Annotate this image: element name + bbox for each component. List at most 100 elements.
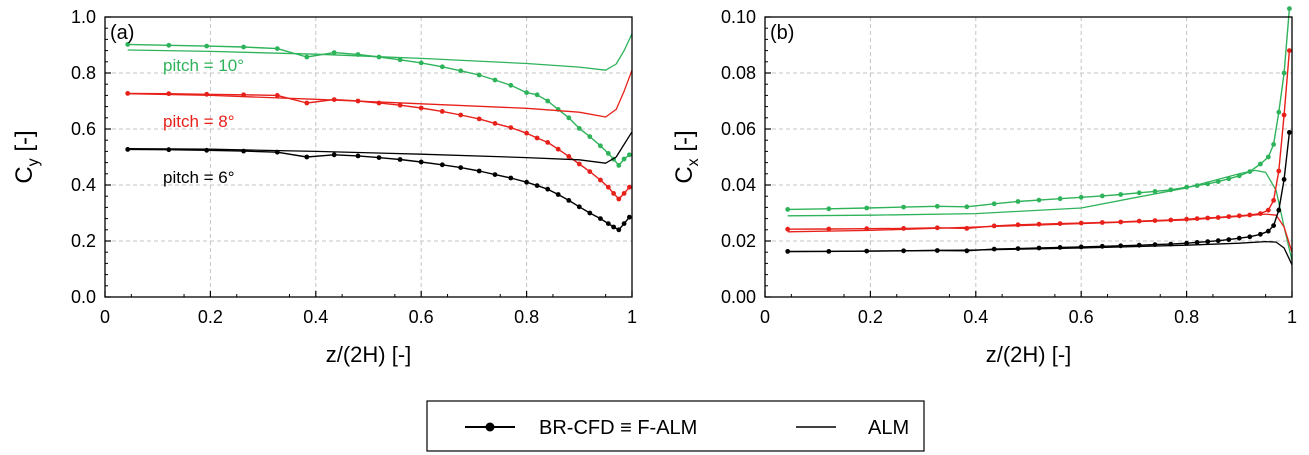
y-tick-label: 0.02 [721, 231, 756, 251]
cfd-data-point [627, 184, 632, 190]
cfd-data-point [304, 54, 310, 60]
cfd-data-point [458, 165, 464, 171]
cfd-data-point [376, 155, 382, 161]
cfd-data-point [1265, 228, 1271, 234]
alm-series-line-pitch-8 [127, 69, 633, 118]
panel-a: 0 0.2 0.4 0.6 0.8 1 0.0 0.2 0.4 0.6 0.8 1.0 z/(2H) [… [11, 7, 637, 367]
panel-b: 0 0.2 0.4 0.6 0.8 1 0.00 0.02 0.04 0.06 0.08 0.10 z/… [671, 6, 1297, 367]
cfd-data-point [901, 226, 906, 231]
cfd-data-point [476, 116, 482, 122]
cfd-data-point [587, 169, 593, 175]
cfd-data-point [508, 125, 514, 130]
panel-label: (a) [110, 22, 134, 44]
y-tick-label: 0.6 [71, 119, 96, 139]
x-axis-label: z/(2H) [-] [986, 342, 1072, 367]
cfd-data-point [439, 109, 445, 114]
y-axis-label: Cy [-] [11, 130, 42, 183]
cfd-data-point [1036, 221, 1042, 227]
cfd-data-point [331, 152, 337, 158]
cfd-data-point [1036, 245, 1042, 251]
plot-frame [764, 16, 1293, 298]
cfd-data-point [991, 201, 997, 207]
cfd-data-point [566, 154, 572, 159]
cfd-data-point [304, 100, 310, 106]
cfd-data-point [524, 179, 529, 185]
cfd-data-point [204, 43, 210, 49]
cfd-data-point [1287, 130, 1292, 135]
plot-frame [104, 16, 633, 298]
cfd-data-point [1215, 238, 1221, 244]
legend-fcfd-label: BR-CFD ≡ F-ALM [539, 417, 697, 439]
cfd-data-point [616, 227, 622, 233]
cfd-data-point [125, 147, 131, 152]
y-axis-label-symbol: C [671, 166, 698, 183]
cfd-data-point [274, 93, 280, 98]
cfd-data-point [1276, 109, 1282, 115]
cfd-data-point [1184, 216, 1189, 222]
legend-fcfd-marker [485, 422, 495, 432]
cfd-data-point [524, 130, 529, 136]
cfd-data-point [534, 183, 540, 189]
y-tick-label: 0.8 [71, 63, 96, 83]
cfd-data-point [1271, 223, 1276, 229]
cfd-data-point [1118, 192, 1124, 197]
cfd-series-line-pitch-6 [787, 132, 1291, 253]
cfd-data-point [1247, 234, 1253, 240]
y-tick-label: 0.04 [721, 175, 756, 195]
cfd-data-point [125, 42, 131, 47]
y-axis-label-unit: [-] [671, 130, 698, 158]
cfd-data-point [785, 207, 791, 212]
cfd-data-point [598, 177, 603, 183]
cfd-data-point [627, 214, 632, 220]
cfd-data-point [566, 115, 572, 121]
cfd-data-point [508, 82, 514, 88]
cfd-data-point [1226, 237, 1232, 243]
cfd-data-point [566, 198, 572, 203]
cfd-data-point [397, 157, 403, 162]
cfd-data-point [1271, 142, 1276, 147]
cfd-data-point [545, 140, 551, 145]
cfd-data-point [964, 204, 970, 210]
cfd-data-point [534, 135, 540, 141]
cfd-data-point [476, 72, 482, 78]
cfd-data-point [458, 68, 464, 74]
cfd-data-point [439, 64, 445, 70]
cfd-data-point [605, 221, 611, 227]
cfd-data-point [125, 91, 131, 96]
pitch-annotation: pitch = 10° [163, 56, 244, 75]
x-tick-label: 0.2 [858, 307, 883, 327]
cfd-data-point [576, 161, 582, 167]
y-axis-label-symbol: C [11, 166, 38, 183]
cfd-data-point [1152, 189, 1158, 194]
cfd-data-point [964, 248, 970, 254]
cfd-data-point [492, 172, 498, 178]
cfd-data-point [492, 77, 498, 83]
y-tick-label: 0.08 [721, 63, 756, 83]
cfd-data-point [1287, 48, 1292, 53]
cfd-data-point [598, 216, 603, 222]
cfd-data-point [621, 221, 627, 227]
y-tick-label: 0.2 [71, 231, 96, 251]
cfd-data-point [331, 50, 337, 55]
cfd-data-point [1236, 235, 1242, 241]
cfd-data-point [418, 60, 424, 66]
cfd-data-point [555, 146, 561, 152]
cfd-data-point [524, 90, 529, 95]
cfd-data-point [476, 168, 482, 174]
alm-series-line-pitch-10 [127, 33, 633, 71]
cfd-data-point [1258, 161, 1263, 167]
cfd-data-point [166, 42, 172, 48]
cfd-data-point [826, 226, 832, 232]
x-tick-label: 0 [760, 307, 770, 327]
cfd-data-point [534, 92, 540, 98]
cfd-data-point [1276, 207, 1282, 213]
cfd-data-point [576, 125, 582, 131]
cfd-data-point [1099, 193, 1105, 199]
cfd-data-point [621, 191, 627, 196]
cfd-data-point [1036, 197, 1042, 203]
y-axis-label-subscript: x [685, 158, 702, 166]
cfd-data-point [397, 57, 403, 63]
y-tick-label: 0.0 [71, 287, 96, 307]
cfd-data-point [1015, 199, 1021, 204]
cfd-data-point [1136, 190, 1142, 196]
